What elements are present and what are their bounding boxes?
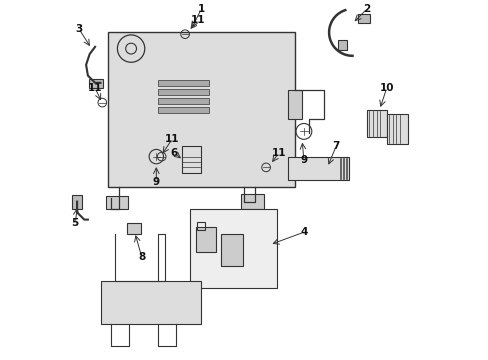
Bar — [357, 14, 370, 23]
Text: 4: 4 — [300, 227, 307, 237]
FancyBboxPatch shape — [107, 32, 294, 187]
Text: 11: 11 — [190, 15, 204, 25]
Text: 11: 11 — [165, 134, 180, 144]
Bar — [196, 227, 215, 252]
Text: 9: 9 — [152, 177, 160, 187]
Bar — [287, 90, 302, 119]
Bar — [337, 40, 346, 50]
Bar — [127, 223, 141, 234]
Bar — [158, 89, 208, 95]
Text: 6: 6 — [170, 148, 178, 158]
Text: 9: 9 — [300, 155, 307, 165]
Bar — [366, 110, 386, 137]
Bar — [89, 79, 103, 88]
Bar — [197, 222, 204, 230]
Text: 11: 11 — [88, 83, 102, 93]
Bar — [72, 195, 81, 209]
Bar — [158, 107, 208, 113]
Text: 5: 5 — [72, 218, 79, 228]
Text: 3: 3 — [75, 24, 82, 34]
Bar — [101, 281, 201, 324]
Text: 1: 1 — [197, 4, 204, 14]
Bar — [106, 196, 127, 209]
Text: 11: 11 — [271, 148, 285, 158]
Bar — [241, 194, 264, 209]
Bar — [221, 234, 242, 266]
Text: 2: 2 — [363, 4, 370, 14]
Text: 8: 8 — [138, 252, 145, 262]
Bar — [386, 114, 407, 144]
Text: 7: 7 — [332, 141, 339, 151]
Bar — [158, 98, 208, 104]
Bar — [287, 157, 348, 180]
Bar — [158, 80, 208, 86]
Bar — [181, 146, 201, 173]
Bar — [190, 209, 276, 288]
Text: 10: 10 — [379, 83, 393, 93]
